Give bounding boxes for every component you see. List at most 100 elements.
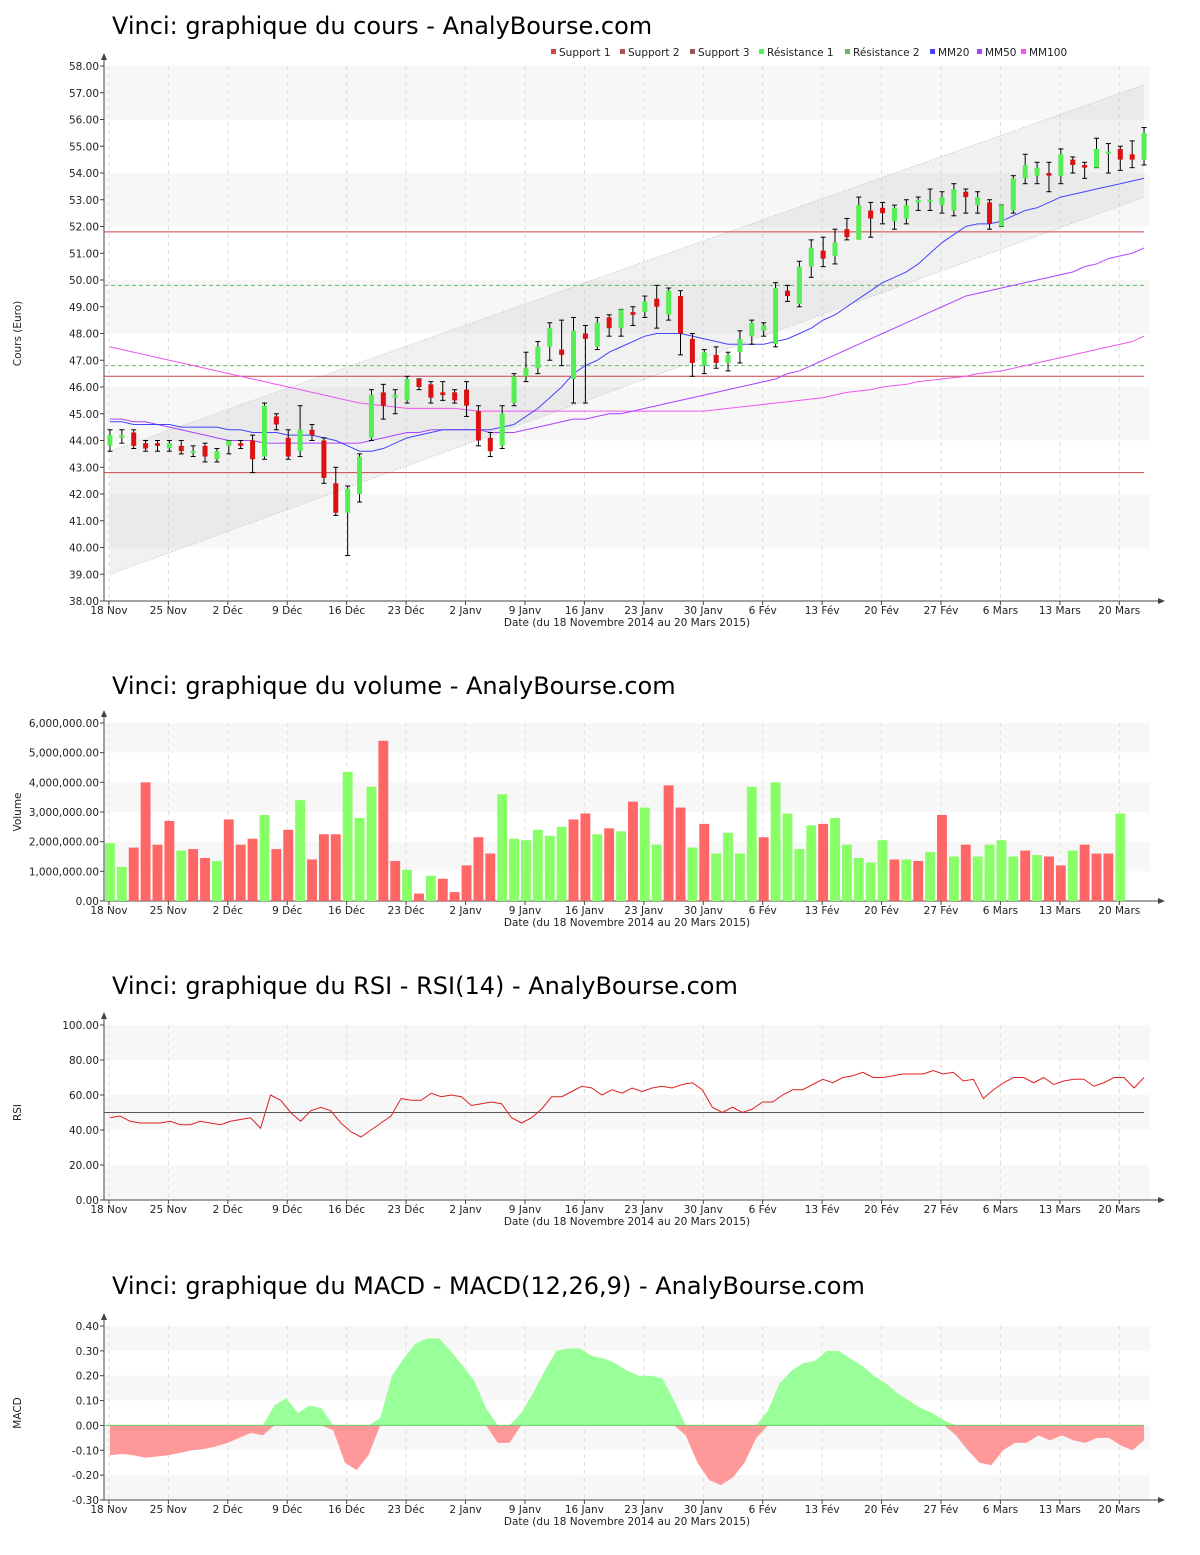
volume-bar [1115, 813, 1126, 901]
y-tick-label: 44.00 [69, 436, 99, 448]
y-axis-label: Volume [12, 792, 24, 831]
volume-bar [984, 844, 995, 901]
x-tick-label: 30 Janv [684, 1504, 723, 1516]
volume-bar [996, 840, 1007, 901]
volume-bar [390, 860, 401, 901]
volume-bar [366, 786, 377, 901]
volume-bar [128, 847, 139, 901]
volume-bar [164, 820, 175, 901]
candle-body [321, 440, 327, 478]
legend-swatch [1021, 49, 1026, 54]
x-tick-label: 2 Janv [449, 1204, 481, 1216]
rsi-chart: 0.00 20.00 40.00 60.00 80.00 100.00 18 Nov 25 N… [12, 1012, 1165, 1228]
candle-body [891, 207, 897, 222]
volume-bar [544, 835, 555, 901]
volume-bar [699, 823, 710, 901]
volume-bar [1079, 844, 1090, 901]
volume-bar [901, 859, 912, 901]
x-tick-label: 13 Mars [1039, 1204, 1081, 1216]
y-tick-label: 58.00 [69, 61, 99, 73]
volume-bar [616, 831, 626, 901]
candle-body [309, 429, 315, 436]
candle-body [963, 191, 969, 198]
candle-body [166, 443, 172, 449]
candle-body [202, 445, 208, 457]
y-tick-label: 49.00 [69, 302, 99, 314]
y-tick-label: 39.00 [69, 569, 99, 581]
y-tick-label: -0.10 [72, 1445, 99, 1457]
x-tick-label: 23 Déc [388, 1504, 425, 1516]
x-tick-label: 25 Nov [150, 605, 187, 617]
legend-swatch [551, 49, 556, 54]
candle-body [475, 411, 481, 441]
background-band [104, 1326, 1150, 1351]
x-tick-label: 23 Janv [624, 905, 663, 917]
y-tick-label: 55.00 [69, 141, 99, 153]
y-tick-label: 50.00 [69, 275, 99, 287]
x-tick-label: 20 Mars [1098, 1504, 1140, 1516]
legend-label: MM50 [985, 47, 1016, 59]
mm100-line [109, 335, 1145, 412]
legend-swatch [845, 49, 850, 54]
volume-bar [877, 840, 888, 901]
candle-body [987, 202, 993, 224]
x-tick-label: 18 Nov [90, 905, 127, 917]
volume-bar [734, 853, 745, 901]
candle-body [975, 197, 981, 206]
x-tick-label: 2 Janv [449, 605, 481, 617]
candle-body [1010, 178, 1016, 211]
candle-body [630, 312, 636, 315]
volume-bar [1008, 856, 1019, 901]
candle-body [559, 349, 565, 355]
x-tick-label: 6 Fév [749, 905, 777, 917]
candle-body [677, 296, 683, 334]
x-tick-label: 9 Janv [509, 1204, 541, 1216]
candle-body [416, 378, 422, 387]
y-tick-label: 57.00 [69, 88, 99, 100]
background-band [104, 547, 1150, 601]
x-tick-label: 6 Fév [749, 1204, 777, 1216]
legend-label: MM20 [938, 47, 969, 59]
volume-bar [651, 844, 662, 901]
x-tick-label: 16 Janv [565, 605, 604, 617]
x-tick-label: 20 Fév [864, 1504, 899, 1516]
y-tick-label: 100.00 [62, 1020, 99, 1032]
x-tick-label: 25 Nov [150, 1504, 187, 1516]
candle-body [832, 242, 838, 256]
trend-channel-lower [109, 196, 1145, 575]
y-tick-label: 48.00 [69, 329, 99, 341]
candle-body [107, 435, 113, 446]
volume-chart: 0.00 1,000,000.00 2,000,000.00 3,000,000.00… [12, 710, 1165, 929]
x-tick-label: 20 Fév [864, 1204, 899, 1216]
volume-bar [259, 814, 270, 901]
x-tick-label: 20 Fév [864, 905, 899, 917]
x-tick-label: 27 Fév [924, 605, 959, 617]
x-tick-label: 18 Nov [90, 605, 127, 617]
x-tick-label: 6 Mars [983, 1204, 1018, 1216]
x-tick-label: 23 Déc [388, 605, 425, 617]
candle-body [880, 207, 886, 214]
x-tick-label: 16 Déc [328, 605, 365, 617]
volume-chart-title: Vinci: graphique du volume - AnalyBourse… [112, 672, 676, 700]
volume-bar [841, 844, 852, 901]
candle-body [392, 395, 398, 398]
x-tick-label: 16 Janv [565, 905, 604, 917]
y-tick-label: -0.30 [72, 1495, 99, 1507]
x-axis-label: Date (du 18 Novembre 2014 au 20 Mars 201… [504, 1216, 750, 1228]
y-tick-label: -0.20 [72, 1470, 99, 1482]
candle-body [1070, 159, 1076, 165]
volume-bar [425, 875, 436, 901]
x-tick-label: 13 Mars [1039, 605, 1081, 617]
x-tick-label: 16 Janv [565, 1504, 604, 1516]
volume-bar [1067, 850, 1078, 901]
volume-bar [948, 856, 959, 901]
volume-bar [913, 860, 924, 901]
background-band [104, 66, 1150, 120]
candle-body [689, 338, 695, 363]
candle-body [808, 247, 814, 267]
volume-bar [402, 869, 413, 901]
candle-body [273, 416, 279, 425]
volume-bar [865, 862, 876, 901]
candle-body [297, 429, 303, 452]
background-band [104, 494, 1150, 548]
